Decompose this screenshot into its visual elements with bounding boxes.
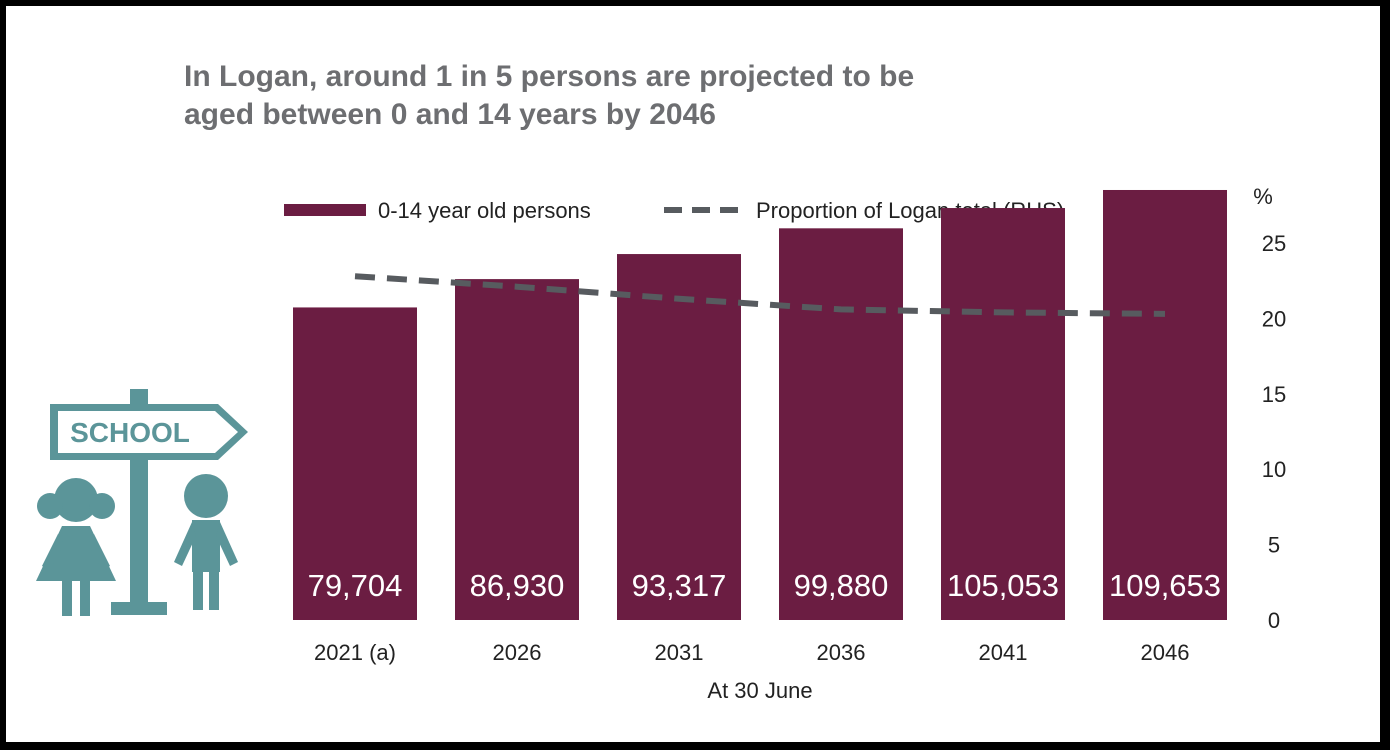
- x-tick-label-5: 2046: [1141, 640, 1190, 665]
- right-tick-label-1: 5: [1268, 533, 1280, 558]
- legend-bar-swatch: [284, 204, 366, 216]
- school-children-icon: SCHOOL: [36, 389, 248, 616]
- bar-0: [293, 307, 417, 620]
- signpost-base: [111, 602, 167, 615]
- chart-title-line-2: aged between 0 and 14 years by 2046: [184, 98, 716, 131]
- bar-value-label-1: 86,930: [470, 568, 565, 603]
- x-tick-label-3: 2036: [817, 640, 866, 665]
- bar-2: [617, 254, 741, 621]
- bar-value-label-4: 105,053: [947, 568, 1059, 603]
- chart-frame: In Logan, around 1 in 5 persons are proj…: [6, 6, 1380, 742]
- legend-bar-label: 0-14 year old persons: [378, 198, 591, 223]
- proportion-line: [354, 273, 1166, 317]
- bar-value-label-3: 99,880: [794, 568, 889, 603]
- boy-figure-icon: [174, 474, 238, 610]
- x-axis-title: At 30 June: [707, 678, 812, 703]
- right-tick-label-4: 20: [1262, 306, 1286, 331]
- x-tick-label-0: 2021 (a): [314, 640, 396, 665]
- bar-value-label-2: 93,317: [632, 568, 727, 603]
- bar-1: [455, 279, 579, 620]
- school-sign-text: SCHOOL: [70, 417, 190, 448]
- bar-4: [941, 208, 1065, 620]
- bar-3: [779, 228, 903, 620]
- right-tick-label-3: 15: [1262, 382, 1286, 407]
- right-axis-unit: %: [1253, 184, 1273, 209]
- girl-figure-icon: [36, 478, 116, 616]
- bar-5: [1103, 189, 1227, 621]
- right-tick-label-5: 25: [1262, 231, 1286, 256]
- x-tick-label-2: 2031: [655, 640, 704, 665]
- bar-value-label-0: 79,704: [308, 568, 403, 603]
- bar-value-label-5: 109,653: [1109, 568, 1221, 603]
- right-tick-label-2: 10: [1262, 457, 1286, 482]
- chart-canvas: SCHOOL: [36, 184, 1286, 703]
- chart-title-line-1: In Logan, around 1 in 5 persons are proj…: [184, 60, 915, 93]
- x-tick-label-1: 2026: [493, 640, 542, 665]
- x-tick-label-4: 2041: [979, 640, 1028, 665]
- right-tick-label-0: 0: [1268, 608, 1280, 633]
